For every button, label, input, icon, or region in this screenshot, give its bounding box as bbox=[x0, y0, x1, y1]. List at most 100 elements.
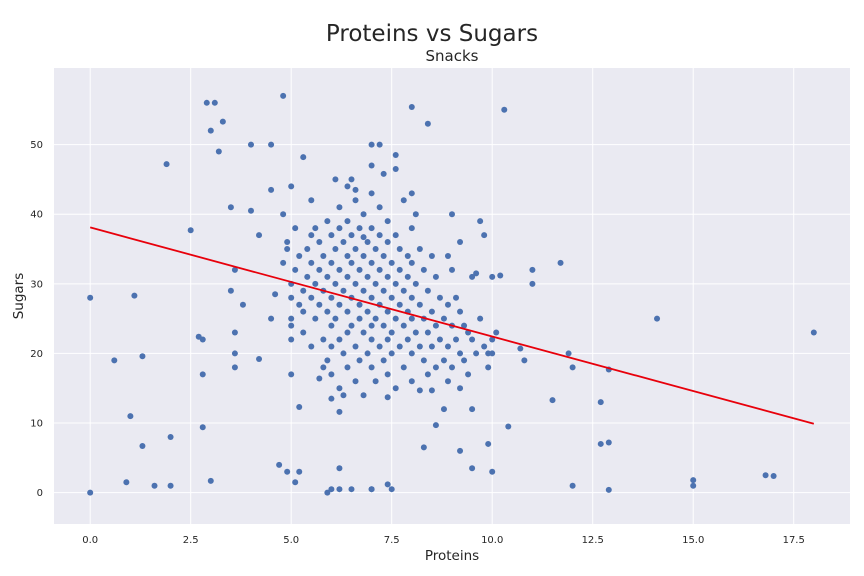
data-point bbox=[384, 371, 391, 378]
data-point bbox=[239, 301, 246, 308]
data-point bbox=[424, 287, 431, 294]
data-point bbox=[396, 343, 403, 350]
data-point bbox=[384, 308, 391, 315]
data-point bbox=[300, 287, 307, 294]
trend-line bbox=[89, 226, 815, 425]
data-point bbox=[368, 259, 375, 266]
data-point bbox=[312, 315, 319, 322]
data-point bbox=[444, 343, 451, 350]
data-point bbox=[497, 272, 504, 279]
data-point bbox=[461, 357, 468, 364]
data-point bbox=[424, 371, 431, 378]
data-point bbox=[308, 343, 315, 350]
data-point bbox=[368, 294, 375, 301]
data-point bbox=[199, 336, 206, 343]
data-point bbox=[340, 287, 347, 294]
data-point bbox=[344, 308, 351, 315]
data-point bbox=[368, 486, 375, 493]
data-point bbox=[477, 315, 484, 322]
data-point bbox=[392, 152, 399, 159]
data-point bbox=[344, 364, 351, 371]
data-point bbox=[288, 183, 295, 190]
data-point bbox=[292, 225, 299, 232]
data-point bbox=[231, 364, 238, 371]
data-point bbox=[388, 329, 395, 336]
data-point bbox=[529, 280, 536, 287]
data-point bbox=[308, 232, 315, 239]
y-tick-label: 30 bbox=[30, 279, 43, 290]
x-tick-label: 7.5 bbox=[384, 535, 400, 546]
data-point bbox=[400, 322, 407, 329]
data-point bbox=[457, 350, 464, 357]
data-point bbox=[489, 350, 496, 357]
x-tick-label: 2.5 bbox=[183, 535, 199, 546]
data-point bbox=[392, 232, 399, 239]
data-point bbox=[501, 106, 508, 113]
data-point bbox=[328, 395, 335, 402]
data-point bbox=[440, 315, 447, 322]
data-point bbox=[420, 444, 427, 451]
data-point bbox=[284, 468, 291, 475]
data-point bbox=[368, 190, 375, 197]
data-point bbox=[207, 477, 214, 484]
data-point bbox=[219, 118, 226, 125]
data-point bbox=[449, 211, 455, 218]
data-point bbox=[352, 246, 359, 253]
y-tick-label: 0 bbox=[37, 488, 43, 499]
data-point bbox=[336, 385, 343, 392]
data-point bbox=[444, 301, 451, 308]
data-point bbox=[412, 280, 419, 287]
data-point bbox=[308, 259, 315, 266]
data-point bbox=[268, 141, 275, 148]
data-point bbox=[328, 259, 335, 266]
data-point bbox=[489, 336, 496, 343]
data-point bbox=[320, 252, 327, 259]
data-point bbox=[336, 301, 343, 308]
data-point bbox=[400, 364, 407, 371]
data-point bbox=[597, 440, 604, 447]
data-point bbox=[428, 387, 435, 394]
data-point bbox=[332, 246, 339, 253]
data-point bbox=[131, 292, 138, 299]
data-point bbox=[316, 375, 323, 382]
data-point bbox=[505, 423, 512, 430]
data-point bbox=[352, 197, 359, 204]
data-point bbox=[207, 127, 214, 134]
data-point bbox=[332, 176, 339, 183]
data-point bbox=[292, 479, 299, 486]
data-point bbox=[308, 294, 315, 301]
data-point bbox=[340, 392, 347, 399]
data-point bbox=[428, 252, 435, 259]
data-point bbox=[199, 371, 206, 378]
data-point bbox=[127, 413, 134, 420]
data-point bbox=[336, 266, 343, 273]
data-point bbox=[312, 280, 319, 287]
data-point bbox=[368, 162, 375, 169]
data-point bbox=[336, 465, 343, 472]
data-point bbox=[376, 141, 383, 148]
data-point bbox=[328, 486, 335, 493]
data-point bbox=[87, 294, 94, 301]
data-point bbox=[416, 301, 423, 308]
data-point bbox=[324, 273, 331, 280]
data-point bbox=[493, 329, 500, 336]
data-point bbox=[344, 252, 351, 259]
chart-title: Proteins vs Sugars bbox=[326, 21, 538, 47]
data-point bbox=[300, 154, 307, 161]
x-tick-label: 12.5 bbox=[582, 535, 604, 546]
data-point bbox=[408, 294, 415, 301]
data-point bbox=[364, 350, 371, 357]
data-point bbox=[432, 422, 439, 429]
data-point bbox=[384, 218, 391, 225]
data-point bbox=[420, 266, 427, 273]
data-point bbox=[368, 364, 375, 371]
x-tick-label: 5.0 bbox=[283, 535, 299, 546]
data-point bbox=[304, 246, 311, 253]
data-point bbox=[690, 482, 697, 489]
data-point bbox=[457, 385, 464, 392]
data-point bbox=[396, 266, 403, 273]
data-point bbox=[517, 345, 524, 352]
x-tick-label: 17.5 bbox=[783, 535, 805, 546]
data-point bbox=[87, 489, 94, 496]
data-point bbox=[151, 482, 158, 489]
